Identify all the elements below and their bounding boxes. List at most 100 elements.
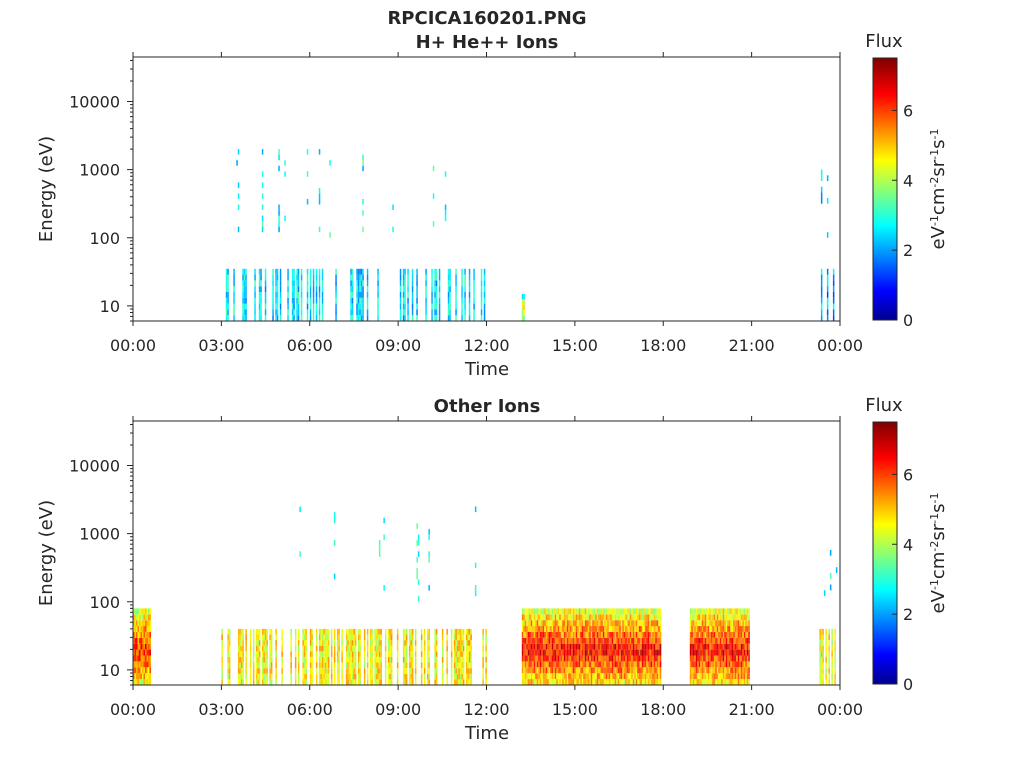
- heatmap-cell-region-3: [616, 626, 618, 632]
- heatmap-cell-region-1: [396, 645, 399, 652]
- heatmap-cell-region-0: [359, 268, 361, 275]
- heatmap-cell-region-0: [480, 280, 483, 287]
- heatmap-cell-region-3: [569, 608, 572, 615]
- heatmap-cell-region-1: [461, 651, 463, 657]
- heatmap-cell-region-5: [819, 662, 821, 669]
- heatmap-cell-region-1: [456, 668, 459, 674]
- heatmap-cell-region-3: [563, 620, 566, 627]
- heatmap-cell-region-1: [338, 628, 340, 635]
- heatmap-cell-region-0: [272, 315, 274, 321]
- heatmap-cell-region-0: [359, 303, 361, 310]
- heatmap-cell-region-1: [327, 673, 330, 680]
- heatmap-cell-region-0: [134, 649, 136, 656]
- heatmap-cell-region-0: [287, 286, 289, 292]
- heatmap-cell-region-1: [371, 673, 373, 680]
- heatmap-cell-region-0: [318, 303, 321, 310]
- heatmap-cell-region-3: [638, 608, 641, 615]
- heatmap-cell-region-1: [345, 640, 348, 646]
- heatmap-cell-region-1: [249, 673, 252, 680]
- heatmap-cell-region-0: [407, 292, 409, 298]
- heatmap-cell-region-0: [243, 309, 246, 316]
- heatmap-cell-region-4: [689, 643, 692, 650]
- heatmap-cell-region-2: [333, 573, 336, 580]
- heatmap-cell-region-3: [586, 679, 588, 685]
- heatmap-cell-region-0: [416, 280, 418, 287]
- heatmap-cell-region-4: [736, 614, 738, 621]
- heatmap-cell-region-1: [456, 628, 459, 635]
- heatmap-cell-region-4: [715, 620, 717, 627]
- heatmap-cell-region-3: [641, 649, 644, 656]
- heatmap-cell-region-4: [692, 661, 695, 668]
- heatmap-cell-region-0: [293, 268, 295, 275]
- heatmap-cell-region-0: [411, 268, 414, 275]
- heatmap-cell-region-1: [320, 662, 322, 669]
- heatmap-cell-region-3: [578, 673, 581, 680]
- heatmap-cell-region-3: [541, 643, 543, 650]
- heatmap-cell-region-1: [453, 668, 456, 674]
- heatmap-cell-region-1: [228, 645, 231, 652]
- heatmap-cell-region-0: [362, 309, 364, 316]
- heatmap-cell-region-3: [658, 608, 660, 615]
- heatmap-cell-region-3: [625, 679, 627, 685]
- heatmap-cell-region-3: [641, 631, 644, 638]
- heatmap-cell-region-4: [704, 614, 707, 621]
- heatmap-cell-region-4: [722, 649, 725, 656]
- heatmap-cell-region-0: [461, 297, 463, 304]
- heatmap-cell-region-0: [416, 309, 418, 316]
- heatmap-cell-region-0: [143, 643, 145, 650]
- heatmap-cell-region-4: [718, 637, 720, 644]
- heatmap-cell-region-2: [417, 551, 420, 557]
- heatmap-cell-region-3: [530, 608, 533, 615]
- heatmap-marks: [133, 506, 838, 685]
- heatmap-cell-region-0: [146, 643, 148, 650]
- heatmap-cell-region-4: [706, 614, 708, 621]
- heatmap-cell-region-4: [737, 631, 740, 638]
- heatmap-cell-region-3: [637, 608, 639, 615]
- heatmap-cell-region-3: [554, 643, 557, 650]
- heatmap-cell-region-3: [658, 649, 660, 656]
- heatmap-cell-region-3: [563, 626, 566, 632]
- heatmap-cell-region-1: [357, 662, 360, 669]
- heatmap-cell-region-3: [599, 673, 602, 680]
- heatmap-cell-region-4: [745, 637, 747, 644]
- heatmap-cell-region-4: [701, 655, 704, 662]
- heatmap-cell-region-3: [637, 655, 639, 662]
- heatmap-cell-region-1: [435, 634, 438, 641]
- heatmap-cell-region-3: [586, 608, 588, 615]
- heatmap-cell-region-3: [635, 643, 638, 650]
- heatmap-cell-region-3: [568, 679, 570, 685]
- heatmap-cell-region-0: [468, 297, 471, 304]
- heatmap-cell-region-3: [620, 667, 623, 674]
- heatmap-cell-region-3: [581, 626, 584, 632]
- heatmap-cell-region-0: [366, 268, 369, 275]
- heatmap-cell-region-4: [740, 614, 743, 621]
- heatmap-cell-region-3: [568, 631, 570, 638]
- heatmap-cell-region-3: [562, 614, 564, 621]
- heatmap-cell-region-3: [568, 637, 570, 644]
- heatmap-cell-region-3: [632, 679, 635, 685]
- heatmap-cell-region-3: [524, 614, 527, 621]
- heatmap-cell-region-4: [736, 661, 738, 668]
- heatmap-cell-region-1: [263, 673, 265, 680]
- heatmap-cell-region-0: [142, 655, 144, 662]
- heatmap-cell-region-1: [458, 656, 460, 663]
- heatmap-cell-region-3: [589, 614, 591, 621]
- heatmap-cell-region-3: [656, 661, 659, 668]
- heatmap-cell-region-3: [590, 608, 593, 615]
- heatmap-cell-region-3: [635, 667, 638, 674]
- heatmap-cell-region-3: [589, 620, 591, 627]
- heatmap-cell-region-3: [578, 643, 581, 650]
- heatmap-cell-region-3: [580, 637, 582, 644]
- heatmap-cell-region-1: [450, 640, 453, 646]
- heatmap-cell-region-0: [287, 292, 289, 298]
- heatmap-cell-region-0: [148, 655, 150, 662]
- heatmap-cell-region-1: [362, 210, 364, 216]
- heatmap-cell-region-1: [458, 628, 460, 635]
- heatmap-cell-region-0: [258, 309, 261, 316]
- heatmap-cell-region-0: [242, 292, 244, 298]
- heatmap-cell-region-3: [613, 679, 615, 685]
- heatmap-cell-region-3: [599, 655, 602, 662]
- heatmap-cell-region-4: [700, 673, 702, 680]
- heatmap-cell-region-3: [530, 620, 533, 627]
